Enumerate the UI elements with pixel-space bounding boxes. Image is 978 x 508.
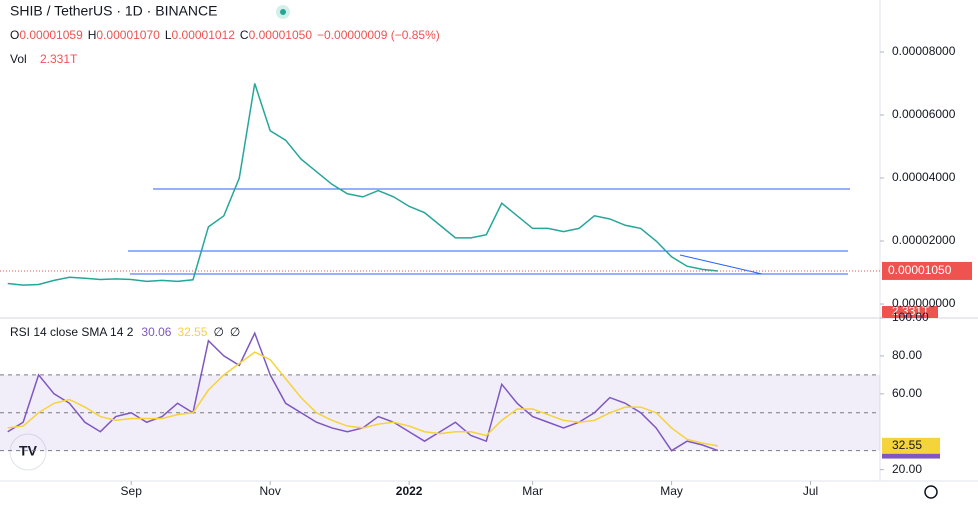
x-tick-label: Sep: [121, 484, 143, 498]
legend-extra: ∅: [213, 325, 223, 339]
rsi-title: RSI 14 close SMA 14 2: [10, 325, 134, 339]
y-tick-label: 20.00: [892, 462, 922, 476]
x-tick-label: 2022: [396, 484, 423, 498]
ohlc-value: 0.00001012: [172, 28, 236, 42]
ohlc-key: L: [165, 28, 172, 42]
y-tick-label: 0.00004000: [892, 170, 956, 184]
ohlc-value: 0.00001050: [249, 28, 313, 42]
volume-badge: [882, 306, 938, 318]
settings[interactable]: [924, 485, 938, 499]
volume-key: Vol: [10, 52, 27, 66]
y-tick-label: 0.00006000: [892, 107, 956, 121]
x-tick-label: Jul: [803, 484, 818, 498]
ohlc-value: 0.00001070: [96, 28, 160, 42]
series-line: [7, 83, 718, 286]
symbol[interactable]: SHIB / TetherUS · 1D · BINANCE: [10, 3, 217, 19]
y-tick-label: 0.00002000: [892, 233, 956, 247]
ohlc-value: 0.00001059: [19, 28, 83, 42]
legend-value: 32.55: [177, 325, 207, 339]
x-tick-label: Mar: [522, 484, 543, 498]
y-tick-label: 60.00: [892, 386, 922, 400]
y-tick-label: 80.00: [892, 348, 922, 362]
x-tick-label: Nov: [260, 484, 281, 498]
x-tick-label: May: [660, 484, 683, 498]
status: [280, 9, 286, 15]
ohlc-key: H: [88, 28, 97, 42]
legend-value: 30.06: [141, 325, 171, 339]
legend-extra: ∅: [230, 325, 240, 339]
ohlc-key: C: [240, 28, 249, 42]
last-badge-text: 32.55: [892, 438, 922, 452]
y-tick-label: 100.00: [892, 310, 929, 324]
svg-text:TV: TV: [19, 443, 38, 459]
drawn-line: [679, 254, 763, 275]
volume-badge-text: 2.331T: [892, 304, 930, 318]
y-tick-label: 0.00000000: [892, 296, 956, 310]
change: −0.00000009 (−0.85%): [317, 28, 440, 42]
ohlc-key: O: [10, 28, 19, 42]
last-badge-text: 0.00001050: [888, 263, 952, 277]
last-badge: [882, 437, 940, 454]
series-line: [7, 351, 719, 447]
volume-value: 2.331T: [40, 52, 78, 66]
logo[interactable]: TV: [9, 433, 47, 471]
y-tick-label: 0.00008000: [892, 44, 956, 58]
last-badge: [882, 261, 972, 280]
